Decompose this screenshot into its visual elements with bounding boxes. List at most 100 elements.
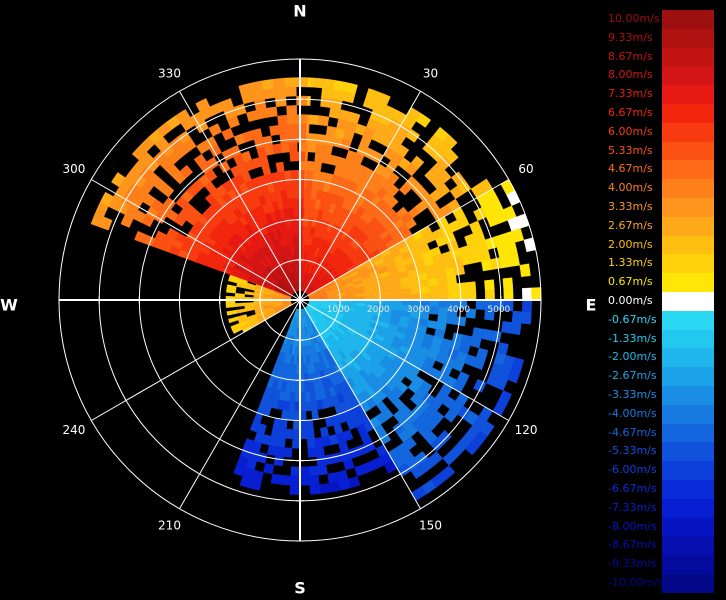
range-gate-cell [299,475,310,486]
range-gate-cell [292,429,301,440]
colorbar-swatch [662,10,714,30]
colorbar-swatch [662,386,714,406]
range-gate-cell [415,113,432,128]
range-gate-cell [111,172,126,188]
range-gate-cell [386,172,400,186]
range-gate-cell [272,77,286,89]
range-gate-cell [347,111,361,124]
range-gate-cell [296,132,307,143]
range-gate-cell [295,77,308,88]
range-gate-cell [296,123,307,134]
range-gate-cell [437,276,448,286]
colorbar-label: -1.33m/s [608,331,657,345]
colorbar-swatch [662,160,714,180]
range-gate-cell [478,249,491,262]
range-gate-cell [313,161,322,173]
range-gate-cell [288,207,295,218]
range-gate-cell [307,438,316,449]
range-gate-cell [261,78,275,91]
range-gate-cell [286,188,294,200]
range-gate-cell [324,453,335,466]
range-gate-cell [279,133,290,144]
range-gate-cell [234,292,245,298]
range-gate-cell [292,188,299,199]
range-gate-cell [249,420,261,433]
colorbar-label: 6.67m/s [608,106,653,119]
range-label: 5000 [487,305,510,315]
range-gate-cell [288,142,298,153]
range-gate-cell [179,164,194,179]
range-gate-cell [296,114,307,125]
range-gate-cell [418,279,430,288]
range-gate-cell [521,287,532,301]
colorbar-swatch [662,254,714,274]
range-gate-cell [484,309,495,321]
range-gate-cell [404,217,417,230]
colorbar-swatch [662,367,714,387]
range-gate-cell [420,292,430,301]
azimuth-label: 300 [63,162,86,176]
range-gate-cell [382,290,393,296]
colorbar-swatch [662,216,714,237]
range-gate-cell [251,128,263,140]
range-gate-cell [507,368,521,384]
colorbar-swatch [662,85,714,105]
range-gate-cell [501,321,513,334]
range-gate-cell [286,114,298,125]
azimuth-spoke [299,91,421,301]
range-gate-cell [99,191,114,207]
range-gate-cell [225,303,236,308]
range-gate-cell [291,179,299,190]
range-gate-cell [294,225,300,236]
range-gate-cell [272,143,283,155]
range-gate-cell [297,151,306,162]
range-gate-cell [228,316,239,324]
range-gate-cell [234,302,245,308]
range-gate-cell [299,429,308,440]
range-gate-cell [273,87,286,98]
compass-north-label: N [293,2,306,21]
colorbar-label: -4.67m/s [608,425,657,439]
range-gate-cell [307,447,317,458]
radar-polar-plot: N S E W 30 60 120 150 210 240 300 330 1000 2000 3000 40… [0,2,596,598]
range-gate-cell [233,464,246,477]
range-gate-cell [472,357,486,371]
range-gate-cell [285,179,293,190]
range-gate-cell [322,78,336,90]
range-gate-cell [307,142,317,153]
range-gate-cell [465,439,481,456]
azimuth-spoke [179,91,301,301]
range-gate-cell [519,263,531,277]
range-gate-cell [447,283,458,293]
range-gate-cell [299,160,308,171]
range-gate-cell [311,409,320,421]
range-gate-cell [426,320,438,330]
colorbar-label: 0.00m/s [608,294,653,307]
range-gate-cell [410,287,421,295]
range-gate-cell [503,288,514,301]
range-gate-cell [511,310,523,324]
range-gate-cell [299,466,310,477]
range-gate-cell [443,408,458,423]
range-gate-cell [344,82,358,95]
range-gate-cell [303,364,308,375]
range-gate-cell [308,465,319,477]
range-gate-cell [321,87,334,99]
range-gate-cell [316,455,327,467]
colorbar-swatch [662,498,714,519]
colorbar-swatch [662,104,714,124]
range-gate-cell [309,484,321,495]
azimuth-spoke [299,299,509,421]
range-label: 3000 [407,305,430,315]
range-gate-cell [154,230,167,243]
colorbar-label: -3.33m/s [608,388,657,401]
colorbar-label: -5.33m/s [608,444,657,458]
colorbar-label: -10.00m/s [608,576,664,589]
colorbar-swatch [662,47,714,67]
range-gate-cell [230,322,241,331]
range-gate-cell [286,105,297,116]
range-gate-cell [270,426,280,438]
range-gate-cell [405,128,421,143]
azimuth-spoke [91,299,301,421]
range-gate-cell [322,144,333,156]
